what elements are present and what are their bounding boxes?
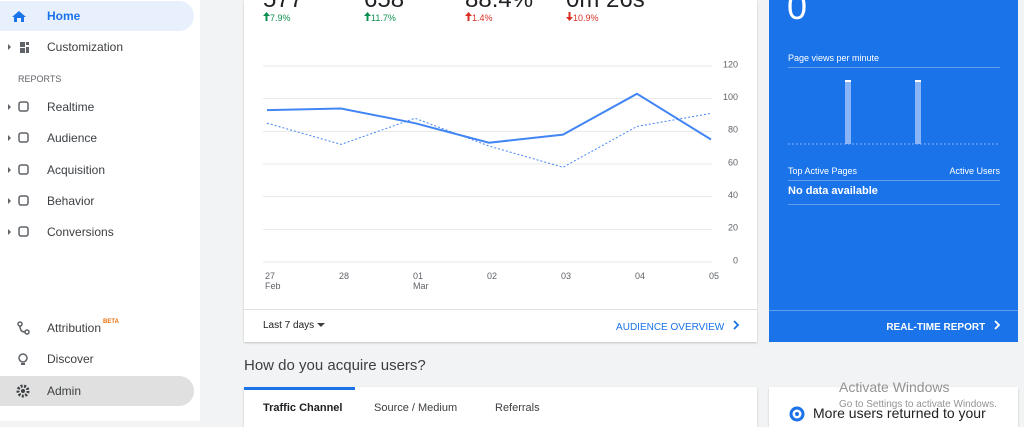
nav-label: Admin [47, 384, 82, 398]
nav-item[interactable]: Discover [0, 344, 194, 374]
y-tick-label: 60 [728, 157, 738, 167]
nav-item[interactable]: Audience [0, 123, 194, 153]
series-line [266, 112, 712, 168]
realtime-value: 0 [787, 0, 808, 27]
link-label: REAL-TIME REPORT [886, 322, 986, 333]
pages-header: Top Active Pages [788, 166, 858, 176]
x-tick-label: 28 [339, 271, 349, 281]
metric-value: 577 [263, 0, 303, 14]
date-range[interactable]: Last 7 days [263, 320, 325, 331]
tab[interactable]: Referrals [495, 402, 540, 414]
nav-item[interactable]: Acquisition [0, 155, 194, 185]
nav-item[interactable]: Customization [0, 32, 194, 62]
realtime-link[interactable]: REAL-TIME REPORT [886, 320, 1002, 333]
nav-label: Behavior [47, 193, 95, 208]
y-tick-label: 100 [723, 92, 738, 102]
nav-label: Attribution BETA [47, 313, 119, 343]
change-text: 11.7% [371, 13, 396, 23]
arrow [465, 12, 472, 21]
change-text: 1.4% [472, 13, 493, 23]
nav-label: Conversions [47, 225, 114, 240]
arrow [566, 12, 573, 21]
y-tick-label: 120 [723, 59, 738, 69]
nav-label: Home [47, 9, 81, 23]
watermark-subtitle: Go to Settings to activate Windows. [839, 399, 997, 410]
x-tick-label: 27 [265, 271, 275, 281]
trend-arrow [364, 12, 371, 21]
mini-chart [788, 80, 1000, 145]
x-tick-label: 03 [561, 271, 571, 281]
x-tick-label: 04 [635, 271, 645, 281]
date-range-label: Last 7 days [263, 320, 315, 331]
tab[interactable]: Source / Medium [374, 402, 458, 414]
x-tick-label: 02 [487, 271, 497, 281]
arrow [364, 12, 371, 21]
metric-value: 0m 26s [566, 0, 645, 14]
section-title: How do you acquire users? [244, 357, 426, 374]
nav-text: Attribution [47, 321, 102, 335]
nav-label: Discover [47, 352, 94, 366]
insight-card: More users returned to your [769, 387, 1018, 427]
empty-message: No data available [788, 185, 878, 197]
change-text: 7.9% [270, 13, 291, 23]
x-tick-label: 01 [413, 271, 423, 281]
metric-value: 658 [364, 0, 404, 14]
realtime-card: 0 Page views per minute Top Active Pages… [769, 0, 1018, 342]
trend-arrow [263, 12, 270, 21]
nav-item[interactable]: Realtime [0, 92, 194, 122]
realtime-subtitle: Page views per minute [788, 53, 880, 63]
nav-item[interactable]: Behavior [0, 186, 194, 216]
link-label: AUDIENCE OVERVIEW [616, 322, 725, 333]
watermark-title: Activate Windows [839, 379, 950, 395]
tab[interactable]: Traffic Channel [263, 402, 343, 414]
insight-text: More users returned to your [813, 405, 986, 421]
trend-arrow [566, 12, 573, 21]
arrow [263, 12, 270, 21]
trend-arrow [465, 12, 472, 21]
metric-value: 88.4% [465, 0, 533, 14]
series-line [266, 92, 712, 144]
x-sublabel: Feb [265, 281, 281, 291]
users-header: Active Users [949, 166, 1000, 176]
nav-label: Audience [47, 131, 98, 146]
metric-change: 10.9% [566, 12, 599, 23]
audience-link[interactable]: AUDIENCE OVERVIEW [616, 320, 741, 333]
nav-item[interactable]: Home [0, 1, 194, 31]
y-tick-label: 0 [733, 255, 738, 265]
metric-change: 11.7% [364, 12, 396, 23]
nav-item[interactable]: Attribution BETA [0, 313, 194, 343]
nav-item[interactable]: Admin [0, 376, 194, 406]
change-text: 10.9% [573, 13, 599, 23]
acquisition-card: Traffic Channel Source / Medium Referral… [244, 387, 757, 427]
metric-change: 1.4% [465, 12, 493, 23]
nav-label: Acquisition [47, 162, 106, 177]
sidebar: Home Customization REPORTS Realtime Audie… [0, 0, 200, 421]
x-tick-label: 05 [709, 271, 719, 281]
overview-card: 5777.9%65811.7%88.4%1.4%0m 26s10.9% 0204… [244, 0, 757, 342]
metric-change: 7.9% [263, 12, 291, 23]
x-sublabel: Mar [413, 281, 429, 291]
section-label: REPORTS [18, 74, 62, 84]
y-tick-label: 80 [728, 125, 738, 135]
nav-item[interactable]: Conversions [0, 217, 194, 247]
y-tick-label: 40 [728, 190, 738, 200]
nav-label: Realtime [47, 100, 95, 114]
nav-label: Customization [47, 40, 124, 54]
beta-badge: BETA [103, 319, 119, 325]
y-tick-label: 20 [728, 223, 738, 233]
